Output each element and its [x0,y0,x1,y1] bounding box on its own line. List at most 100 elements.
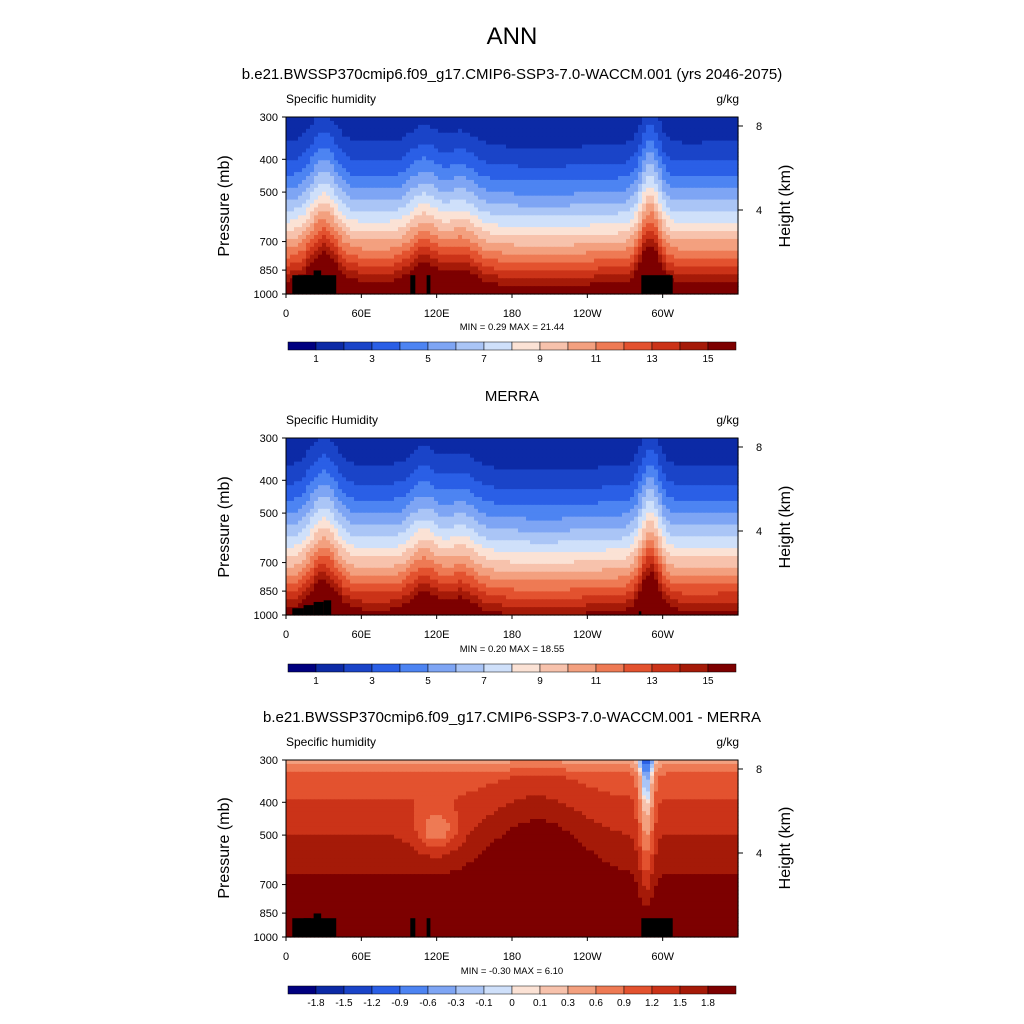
field-cell [526,140,531,146]
field-cell [546,140,551,146]
field-cell [362,164,367,169]
field-cell [534,274,539,279]
field-cell [498,172,503,177]
field-cell [390,128,395,134]
field-cell [322,152,327,157]
field-cell [306,124,311,130]
field-cell [546,136,551,142]
field-cell [502,156,507,161]
field-cell [326,132,331,138]
field-cell [410,246,415,252]
field-cell [710,211,715,216]
field-cell [318,246,323,252]
field-cell [546,282,551,287]
field-cell [414,187,419,193]
field-cell [658,140,663,146]
field-cell [682,152,687,157]
field-cell [482,278,487,283]
field-cell [646,164,651,169]
field-cell [422,140,427,146]
field-cell [630,187,635,193]
field-cell [542,152,547,157]
field-cell [574,238,579,244]
field-cell [530,219,535,224]
field-cell [310,242,315,248]
field-cell [638,136,643,142]
field-cell [518,215,523,220]
field-cell [546,199,551,205]
field-cell [534,179,539,185]
field-cell [326,231,331,236]
field-cell [654,148,659,153]
field-cell [546,176,551,181]
field-cell [510,254,515,260]
field-cell [358,156,363,161]
field-cell [726,160,731,165]
field-cell [514,219,519,224]
field-cell [358,132,363,138]
field-cell [302,246,307,252]
field-cell [670,117,675,122]
field-cell [502,124,507,130]
field-cell [698,120,703,126]
field-cell [638,258,643,264]
field-cell [570,132,575,138]
field-cell [694,136,699,142]
field-cell [386,156,391,161]
field-cell [546,187,551,193]
field-cell [626,120,631,126]
field-cell [562,235,567,240]
field-cell [366,168,371,173]
field-cell [586,246,591,252]
field-cell [370,274,375,279]
field-cell [574,183,579,189]
field-cell [714,164,719,169]
field-cell [390,160,395,165]
field-cell [674,136,679,142]
field-cell [406,250,411,256]
field-cell [642,187,647,193]
field-cell [722,183,727,189]
field-cell [614,286,619,291]
field-cell [722,286,727,291]
field-cell [306,168,311,173]
field-cell [538,148,543,153]
field-cell [726,254,731,260]
field-cell [482,246,487,252]
field-cell [634,164,639,169]
field-cell [574,176,579,181]
field-cell [666,160,671,165]
field-cell [662,258,667,264]
field-cell [398,152,403,157]
field-cell [630,258,635,264]
field-cell [590,266,595,271]
field-cell [678,211,683,216]
field-cell [514,117,519,122]
field-cell [346,223,351,228]
field-cell [682,282,687,287]
field-cell [726,286,731,291]
field-cell [518,203,523,209]
field-cell [634,195,639,201]
field-cell [574,160,579,165]
field-cell [370,199,375,205]
field-cell [402,191,407,197]
field-cell [594,215,599,220]
field-cell [394,258,399,264]
field-cell [510,286,515,291]
field-cell [690,156,695,161]
field-cell [342,152,347,157]
field-cell [438,140,443,146]
field-cell [386,195,391,201]
field-cell [586,199,591,205]
field-cell [582,227,587,232]
field-cell [322,128,327,134]
field-cell [606,286,611,291]
field-cell [578,286,583,291]
field-cell [546,183,551,189]
field-cell [530,254,535,260]
field-cell [542,242,547,248]
field-cell [314,160,319,165]
field-cell [566,278,571,283]
field-cell [358,254,363,260]
